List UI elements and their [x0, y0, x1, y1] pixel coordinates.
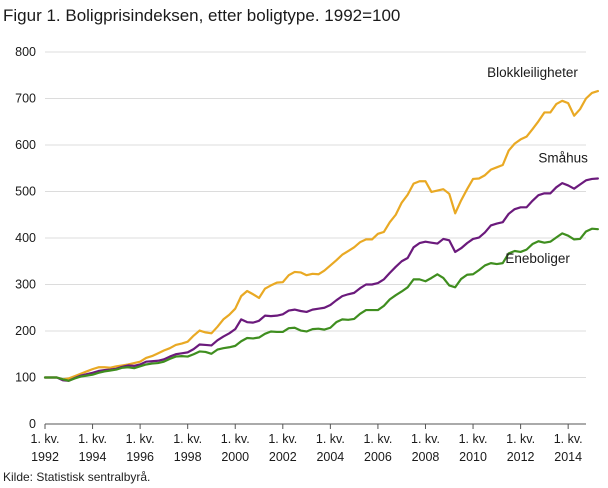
series-lines: [43, 89, 599, 382]
y-tick-label: 200: [15, 324, 36, 338]
x-tick-label-year: 2002: [269, 450, 297, 464]
x-tick-label-quarter: 1. kv.: [363, 432, 392, 446]
series-labels: Blokkleiligheter Småhus Eneboliger: [487, 65, 588, 266]
series-label: Småhus: [538, 150, 588, 165]
x-tick-label-quarter: 1. kv.: [554, 432, 583, 446]
y-axis-tick-labels: 0 100 200 300 400 500 600 700 800: [15, 45, 36, 431]
y-tick-label: 400: [15, 231, 36, 245]
gridlines: [45, 51, 586, 425]
y-tick-label: 700: [15, 92, 36, 106]
x-tick-label-quarter: 1. kv.: [173, 432, 202, 446]
x-tick-label-year: 2014: [554, 450, 582, 464]
x-tick-label-year: 1994: [79, 450, 107, 464]
x-tick-label-quarter: 1. kv.: [221, 432, 250, 446]
y-tick-label: 100: [15, 371, 36, 385]
x-tick-label-quarter: 1. kv.: [31, 432, 60, 446]
x-tick-label-quarter: 1. kv.: [78, 432, 107, 446]
x-tick-label-year: 1992: [31, 450, 59, 464]
x-tick-label-quarter: 1. kv.: [316, 432, 345, 446]
x-tick-label-year: 2004: [316, 450, 344, 464]
y-tick-label: 800: [15, 45, 36, 59]
x-axis-tick-labels: 1. kv. 1992 1. kv. 1994 1. kv. 1996 1. kv. 1998…: [31, 424, 583, 464]
y-tick-label: 300: [15, 278, 36, 292]
x-tick-label-quarter: 1. kv.: [126, 432, 155, 446]
series-line-sm-hus: [43, 177, 599, 382]
x-tick-label-year: 2008: [412, 450, 440, 464]
source-note: Kilde: Statistisk sentralbyrå.: [3, 470, 151, 484]
x-tick-label-quarter: 1. kv.: [268, 432, 297, 446]
x-tick-label-quarter: 1. kv.: [411, 432, 440, 446]
x-tick-label-quarter: 1. kv.: [459, 432, 488, 446]
x-tick-label-year: 2010: [459, 450, 487, 464]
x-tick-label-year: 2006: [364, 450, 392, 464]
x-tick-label-year: 1996: [126, 450, 154, 464]
x-tick-label-year: 1998: [174, 450, 202, 464]
chart-title: Figur 1. Boligprisindeksen, etter boligt…: [3, 6, 401, 25]
y-tick-label: 600: [15, 138, 36, 152]
series-line-blokkleiligheter: [43, 89, 599, 381]
y-tick-label: 0: [29, 417, 36, 431]
x-tick-label-year: 2012: [507, 450, 535, 464]
x-tick-label-quarter: 1. kv.: [506, 432, 535, 446]
y-tick-label: 500: [15, 185, 36, 199]
series-label: Blokkleiligheter: [487, 65, 578, 80]
x-tick-label-year: 2000: [221, 450, 249, 464]
series-line-eneboliger: [43, 227, 599, 382]
series-label: Eneboliger: [505, 251, 570, 266]
